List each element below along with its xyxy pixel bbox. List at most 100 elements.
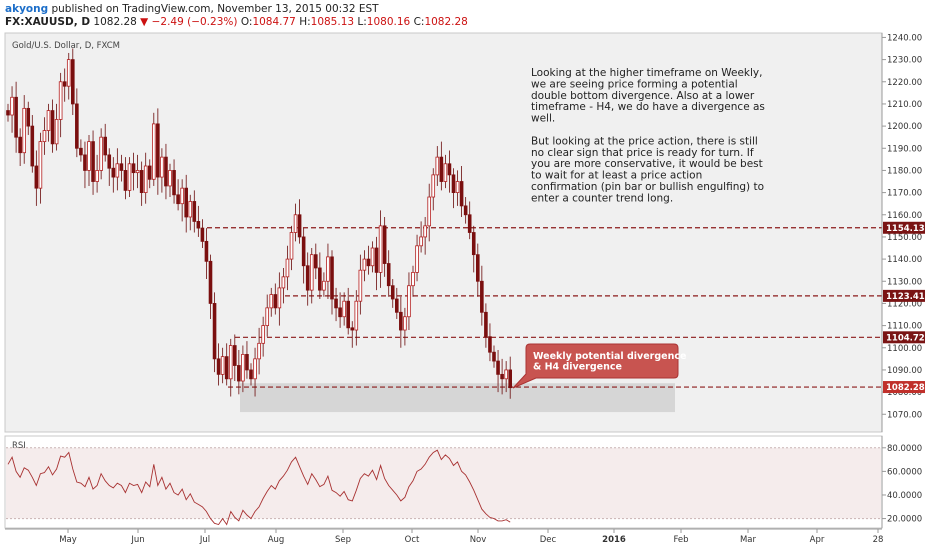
- candle-body: [87, 141, 91, 171]
- candle-body: [463, 205, 468, 216]
- candle-body: [455, 181, 460, 193]
- support-zone: [240, 383, 675, 413]
- candle-body: [419, 236, 423, 247]
- rsi-tick-label: 60.0000: [887, 467, 922, 477]
- author-link[interactable]: akyong: [5, 3, 49, 15]
- price-tick-label: 1120.00: [887, 299, 922, 309]
- candle-body: [184, 187, 189, 218]
- candle-body: [241, 354, 245, 382]
- candle-body: [200, 227, 205, 242]
- candle-body: [427, 196, 431, 227]
- price-tick-label: 1150.00: [887, 233, 922, 243]
- price-tick-label: 1090.00: [887, 366, 922, 376]
- price-tick-label: 1230.00: [887, 56, 922, 66]
- candle-body: [54, 119, 59, 145]
- candle-body: [156, 123, 160, 178]
- candle-body: [447, 163, 452, 176]
- time-tick-label: Mar: [740, 535, 757, 545]
- candle-body: [79, 147, 83, 156]
- candle-body: [277, 287, 282, 309]
- candle-body: [313, 254, 318, 269]
- candle-body: [220, 356, 225, 375]
- svg-text:Weekly potential divergence& H: Weekly potential divergence & H4 divergen…: [533, 351, 686, 373]
- analysis-note-line: But looking at the price action, there i…: [531, 135, 758, 147]
- rsi-tick-label: 20.0000: [887, 515, 922, 525]
- candle-body: [330, 256, 334, 300]
- candle-body: [249, 369, 253, 380]
- candle-body: [500, 373, 504, 380]
- price-chart[interactable]: Gold/U.S. Dollar, D, FXCM Looking at the…: [0, 30, 932, 550]
- candle-body: [382, 225, 387, 264]
- candle-body: [34, 165, 39, 189]
- candle-body: [119, 163, 124, 171]
- candle-body: [123, 170, 128, 191]
- candle-body: [378, 225, 383, 273]
- time-tick-label: Oct: [405, 535, 420, 545]
- price-tick-label: 1070.00: [887, 410, 922, 420]
- open-value: 1084.77: [252, 16, 296, 28]
- candle-body: [147, 165, 152, 180]
- analysis-note-line: to wait for at least a price action: [531, 170, 702, 182]
- candle-body: [488, 336, 492, 353]
- time-tick-label: Jun: [130, 535, 144, 545]
- candle-body: [273, 294, 278, 309]
- candle-body: [480, 280, 484, 313]
- time-tick-label: Nov: [470, 535, 487, 545]
- analysis-note-line: you are more conservative, it would be b…: [531, 158, 763, 170]
- candle-body: [301, 236, 306, 267]
- candle-body: [374, 247, 379, 273]
- candle-body: [10, 96, 14, 116]
- candle-body: [135, 170, 140, 174]
- level-price-tag: [883, 331, 925, 344]
- candle-body: [99, 136, 103, 171]
- candle-body: [257, 342, 261, 360]
- candle-body: [338, 307, 342, 318]
- time-tick-label: Aug: [268, 535, 285, 545]
- candle-body: [232, 345, 237, 366]
- symbol-label: FX:XAUUSD, D: [5, 16, 91, 28]
- high-label: H:: [299, 16, 311, 28]
- candle-body: [111, 167, 116, 178]
- candle-body: [346, 300, 350, 329]
- candle-body: [504, 369, 508, 380]
- candle-body: [305, 265, 310, 291]
- candle-body: [289, 232, 294, 260]
- candle-body: [370, 247, 375, 267]
- candle-body: [358, 269, 363, 302]
- level-price-label: 1082.28: [886, 383, 925, 393]
- candle-body: [188, 201, 193, 218]
- price-tick-label: 1210.00: [887, 100, 922, 110]
- candle-body: [297, 214, 302, 238]
- candle-body: [390, 285, 395, 300]
- candle-body: [107, 154, 112, 169]
- candle-body: [342, 300, 346, 318]
- level-price-tag: [883, 289, 925, 302]
- candle-body: [42, 130, 47, 143]
- time-tick-label: Apr: [810, 535, 825, 545]
- time-tick-label: Dec: [540, 535, 557, 545]
- time-tick-label: Jul: [199, 535, 210, 545]
- candle-body: [50, 110, 55, 145]
- candle-body: [350, 327, 355, 331]
- candle-body: [261, 325, 265, 344]
- candle-body: [208, 260, 213, 304]
- price-tick-label: 1170.00: [887, 189, 922, 199]
- open-label: O:: [240, 16, 253, 28]
- rsi-tick-label: 80.0000: [887, 444, 922, 454]
- candle-body: [354, 300, 359, 331]
- level-price-label: 1104.72: [886, 333, 925, 343]
- candle-body: [281, 276, 286, 289]
- candle-body: [139, 170, 144, 194]
- candle-body: [492, 351, 496, 362]
- candle-body: [143, 165, 148, 194]
- candle-body: [475, 254, 480, 282]
- candle-body: [322, 280, 326, 291]
- price-tick-label: 1110.00: [887, 322, 922, 332]
- candle-body: [160, 156, 164, 178]
- candle-body: [38, 141, 43, 189]
- candle-body: [443, 163, 448, 182]
- price-tick-label: 1100.00: [887, 344, 922, 354]
- candle-body: [362, 258, 367, 271]
- candle-body: [451, 174, 456, 194]
- price-tick-label: 1220.00: [887, 78, 922, 88]
